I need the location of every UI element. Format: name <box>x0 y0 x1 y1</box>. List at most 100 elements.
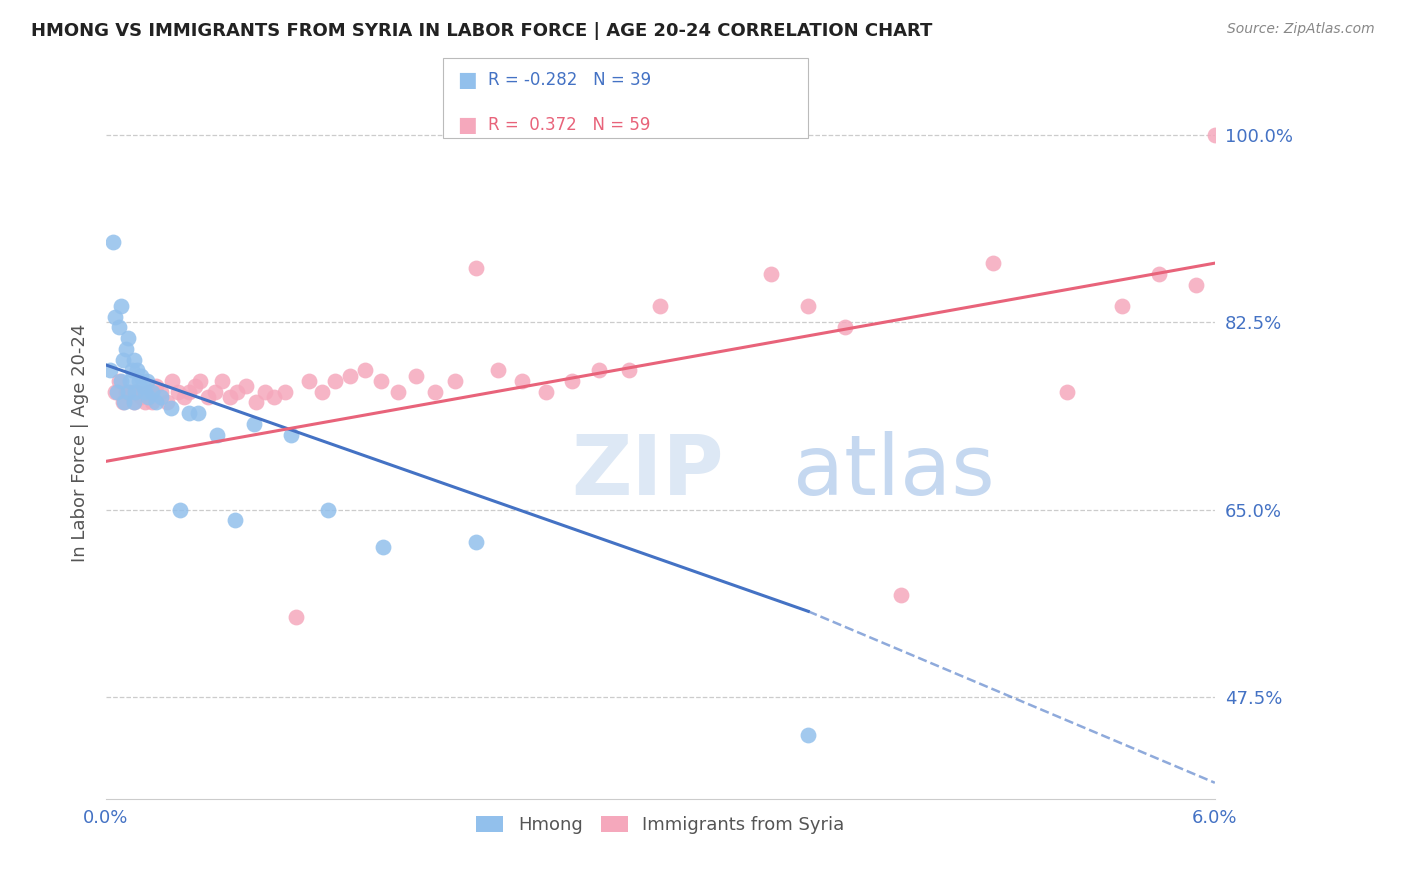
Point <box>134 395 156 409</box>
Point <box>316 502 339 516</box>
Point <box>1149 267 1171 281</box>
Point <box>211 374 233 388</box>
Point <box>797 299 820 313</box>
Point <box>177 406 200 420</box>
Point <box>534 384 557 399</box>
Text: atlas: atlas <box>793 431 995 512</box>
Point <box>197 390 219 404</box>
Point <box>183 379 205 393</box>
Point <box>218 390 240 404</box>
Y-axis label: In Labor Force | Age 20-24: In Labor Force | Age 20-24 <box>72 324 89 562</box>
Point <box>298 374 321 388</box>
Point <box>112 395 135 409</box>
Point <box>650 299 672 313</box>
Point <box>132 379 155 393</box>
Point <box>464 261 486 276</box>
Point <box>162 374 184 388</box>
Point <box>173 390 195 404</box>
Point <box>617 363 640 377</box>
Text: R = -0.282   N = 39: R = -0.282 N = 39 <box>488 71 651 89</box>
Point <box>510 374 533 388</box>
Point <box>110 374 132 388</box>
Point <box>150 384 173 399</box>
Point <box>1056 384 1078 399</box>
Point <box>122 395 145 409</box>
Point <box>117 331 139 345</box>
Point <box>224 513 246 527</box>
Point <box>108 374 131 388</box>
Legend: Hmong, Immigrants from Syria: Hmong, Immigrants from Syria <box>467 807 853 843</box>
Point <box>128 374 150 388</box>
Point <box>104 310 127 324</box>
Point <box>311 384 333 399</box>
Point <box>204 384 226 399</box>
Point <box>104 384 127 399</box>
Point <box>226 384 249 399</box>
Point <box>115 384 138 399</box>
Point <box>285 609 308 624</box>
Point <box>187 406 209 420</box>
Point <box>159 401 181 415</box>
Point <box>127 384 149 399</box>
Point <box>118 374 141 388</box>
Point <box>188 374 211 388</box>
Point <box>169 502 191 516</box>
Point <box>110 299 132 313</box>
Point <box>373 540 395 554</box>
Point <box>115 342 138 356</box>
Point <box>105 384 128 399</box>
Point <box>134 384 156 399</box>
Point <box>339 368 361 383</box>
Point <box>423 384 446 399</box>
Point <box>245 395 267 409</box>
Point <box>138 384 160 399</box>
Point <box>280 427 302 442</box>
Point <box>797 727 820 741</box>
Point <box>145 395 167 409</box>
Point <box>405 368 427 383</box>
Point <box>323 374 346 388</box>
Point <box>167 384 190 399</box>
Point <box>127 363 149 377</box>
Point <box>253 384 276 399</box>
Point <box>1204 128 1226 142</box>
Point <box>761 267 783 281</box>
Point <box>118 384 141 399</box>
Point <box>138 390 160 404</box>
Point <box>129 368 152 383</box>
Point <box>387 384 409 399</box>
Point <box>122 395 145 409</box>
Point <box>150 390 173 404</box>
Point <box>111 352 134 367</box>
Point <box>117 384 139 399</box>
Text: R =  0.372   N = 59: R = 0.372 N = 59 <box>488 116 650 134</box>
Point <box>981 256 1004 270</box>
Point <box>135 374 157 388</box>
Point <box>103 235 125 249</box>
Point <box>274 384 297 399</box>
Point <box>235 379 257 393</box>
Point <box>1185 277 1208 292</box>
Point <box>588 363 610 377</box>
Point <box>124 384 146 399</box>
Point <box>177 384 200 399</box>
Point <box>205 427 228 442</box>
Point <box>122 352 145 367</box>
Point <box>141 384 163 399</box>
Point <box>890 588 912 602</box>
Point <box>464 534 486 549</box>
Point <box>1111 299 1133 313</box>
Point <box>486 363 509 377</box>
Text: ■: ■ <box>457 115 477 135</box>
Point <box>141 395 163 409</box>
Point <box>242 417 264 431</box>
Text: ■: ■ <box>457 70 477 90</box>
Point <box>129 390 152 404</box>
Point <box>561 374 583 388</box>
Point <box>108 320 131 334</box>
Point <box>263 390 285 404</box>
Text: Source: ZipAtlas.com: Source: ZipAtlas.com <box>1227 22 1375 37</box>
Point <box>370 374 392 388</box>
Point <box>145 379 167 393</box>
Point <box>834 320 856 334</box>
